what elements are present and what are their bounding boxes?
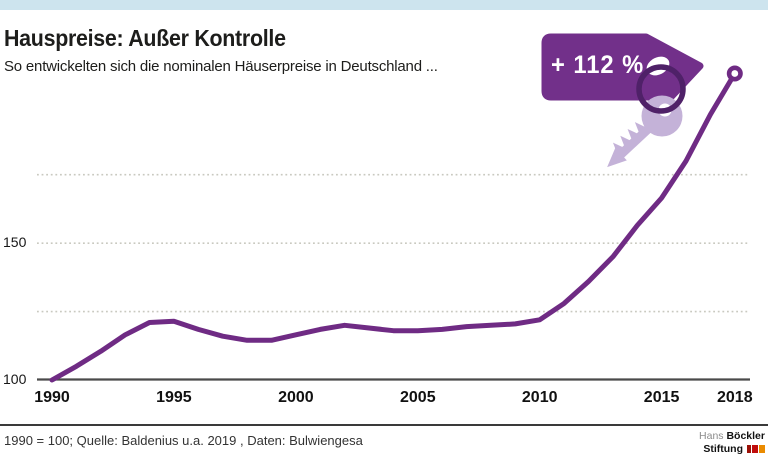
price-tag-shape	[545, 37, 700, 97]
x-tick-label: 2015	[643, 389, 680, 406]
logo-line1: Hans Böckler	[699, 430, 765, 443]
x-axis-labels: 1990 1995 2000 2005 2010 2015 2018	[0, 389, 768, 409]
price-tag-shape-stroke	[541, 33, 704, 101]
logo-stiftung: Stiftung	[703, 443, 743, 456]
gridlines	[37, 173, 750, 313]
x-tick-label: 1990	[34, 389, 70, 406]
line-end-marker-inner	[731, 70, 739, 77]
top-accent-bar	[0, 0, 768, 10]
logo-flag-icon	[747, 445, 765, 454]
x-tick-label: 1995	[156, 389, 192, 406]
footer-note: 1990 = 100; Quelle: Baldenius u.a. 2019 …	[4, 433, 363, 448]
annotation-label: + 112 %	[551, 51, 645, 79]
logo: Hans Böckler Stiftung	[699, 430, 765, 456]
x-tick-label: 2010	[521, 389, 558, 406]
x-tick-label: 2018	[717, 389, 753, 406]
price-line	[49, 71, 738, 383]
logo-hans: Hans	[699, 430, 724, 442]
key-ring-icon	[636, 64, 686, 114]
page-title: Hauspreise: Außer Kontrolle	[4, 25, 286, 51]
y-tick-label: 150	[3, 234, 27, 251]
logo-boeckler: Böckler	[726, 430, 765, 442]
page-subtitle: So entwickelten sich die nominalen Häuse…	[4, 58, 438, 75]
y-tick-label: 100	[3, 371, 27, 387]
price-tag-ornament	[541, 33, 704, 168]
x-tick-label: 2005	[400, 389, 436, 406]
logo-line2: Stiftung	[699, 443, 765, 456]
footer-divider	[0, 424, 768, 426]
x-tick-label: 2000	[278, 389, 314, 406]
